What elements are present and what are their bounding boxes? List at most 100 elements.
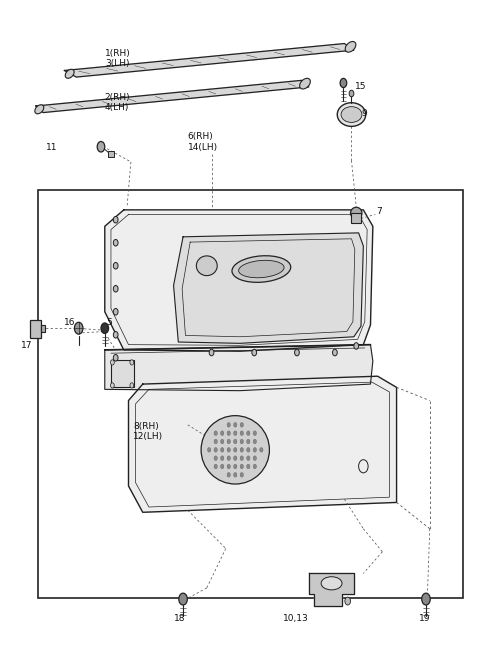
Ellipse shape [113,263,118,269]
Ellipse shape [345,42,356,52]
Text: 8(RH)
12(LH): 8(RH) 12(LH) [133,422,163,441]
Ellipse shape [337,103,366,127]
Polygon shape [64,44,354,77]
Ellipse shape [253,431,256,436]
Ellipse shape [354,343,359,349]
Ellipse shape [247,439,250,444]
Ellipse shape [240,448,243,452]
Text: 5: 5 [106,318,112,328]
Ellipse shape [179,593,187,605]
Ellipse shape [240,431,243,436]
Ellipse shape [97,141,105,152]
Ellipse shape [227,431,230,436]
Ellipse shape [253,464,256,469]
Ellipse shape [227,422,230,427]
Ellipse shape [252,349,257,356]
Ellipse shape [349,90,354,97]
Text: 10,13: 10,13 [283,614,309,623]
Text: 2(RH)
4(LH): 2(RH) 4(LH) [105,93,131,113]
Ellipse shape [340,78,347,88]
Ellipse shape [234,448,237,452]
Ellipse shape [113,239,118,246]
Polygon shape [129,376,396,512]
Bar [108,151,114,157]
Ellipse shape [74,322,83,334]
Ellipse shape [220,456,224,461]
Ellipse shape [240,473,243,477]
Ellipse shape [247,448,250,452]
Ellipse shape [110,383,114,388]
Ellipse shape [240,439,243,444]
Polygon shape [174,233,363,343]
Text: 6(RH)
14(LH): 6(RH) 14(LH) [188,133,218,152]
Ellipse shape [214,464,217,469]
Ellipse shape [214,456,217,461]
Ellipse shape [113,355,118,361]
Ellipse shape [220,448,224,452]
Ellipse shape [220,431,224,436]
Ellipse shape [214,439,217,444]
Ellipse shape [240,456,243,461]
Ellipse shape [345,597,350,605]
Text: 16: 16 [63,318,75,328]
Ellipse shape [227,473,230,477]
Ellipse shape [234,473,237,477]
Ellipse shape [110,360,114,365]
Ellipse shape [227,456,230,461]
Text: 11: 11 [47,143,58,152]
Ellipse shape [35,105,44,114]
Ellipse shape [201,416,269,484]
Ellipse shape [65,69,74,78]
Ellipse shape [207,448,211,452]
Ellipse shape [220,464,224,469]
Bar [111,360,134,387]
Ellipse shape [253,456,256,461]
Ellipse shape [113,216,118,223]
Text: 1(RH)
3(LH): 1(RH) 3(LH) [105,49,131,68]
Ellipse shape [220,439,224,444]
Polygon shape [105,210,373,351]
Ellipse shape [196,256,217,276]
Ellipse shape [295,349,300,356]
Ellipse shape [234,422,237,427]
Text: 7: 7 [377,207,383,215]
Ellipse shape [113,332,118,338]
Ellipse shape [113,286,118,292]
Ellipse shape [113,308,118,315]
Bar [38,190,463,598]
Text: 15: 15 [355,82,366,91]
Ellipse shape [260,448,263,452]
Ellipse shape [253,448,256,452]
Ellipse shape [234,439,237,444]
Ellipse shape [350,208,362,219]
Bar [351,213,361,223]
Polygon shape [309,573,354,606]
Ellipse shape [341,107,362,123]
Ellipse shape [240,422,243,427]
Ellipse shape [422,593,430,605]
Text: 19: 19 [420,614,431,623]
Ellipse shape [234,431,237,436]
Ellipse shape [300,78,311,89]
Ellipse shape [209,349,214,356]
Ellipse shape [253,439,256,444]
Ellipse shape [227,439,230,444]
Text: 9: 9 [361,109,367,118]
Text: 17: 17 [21,341,32,351]
Polygon shape [105,345,373,391]
Ellipse shape [214,448,217,452]
Bar [41,325,46,332]
Text: 18: 18 [174,614,185,623]
Ellipse shape [239,261,284,278]
Ellipse shape [232,256,291,282]
Ellipse shape [234,456,237,461]
Ellipse shape [247,431,250,436]
Ellipse shape [214,431,217,436]
Ellipse shape [321,577,342,590]
Ellipse shape [234,464,237,469]
Ellipse shape [227,448,230,452]
Ellipse shape [333,349,337,356]
Ellipse shape [130,360,134,365]
Ellipse shape [240,464,243,469]
Ellipse shape [101,323,108,333]
